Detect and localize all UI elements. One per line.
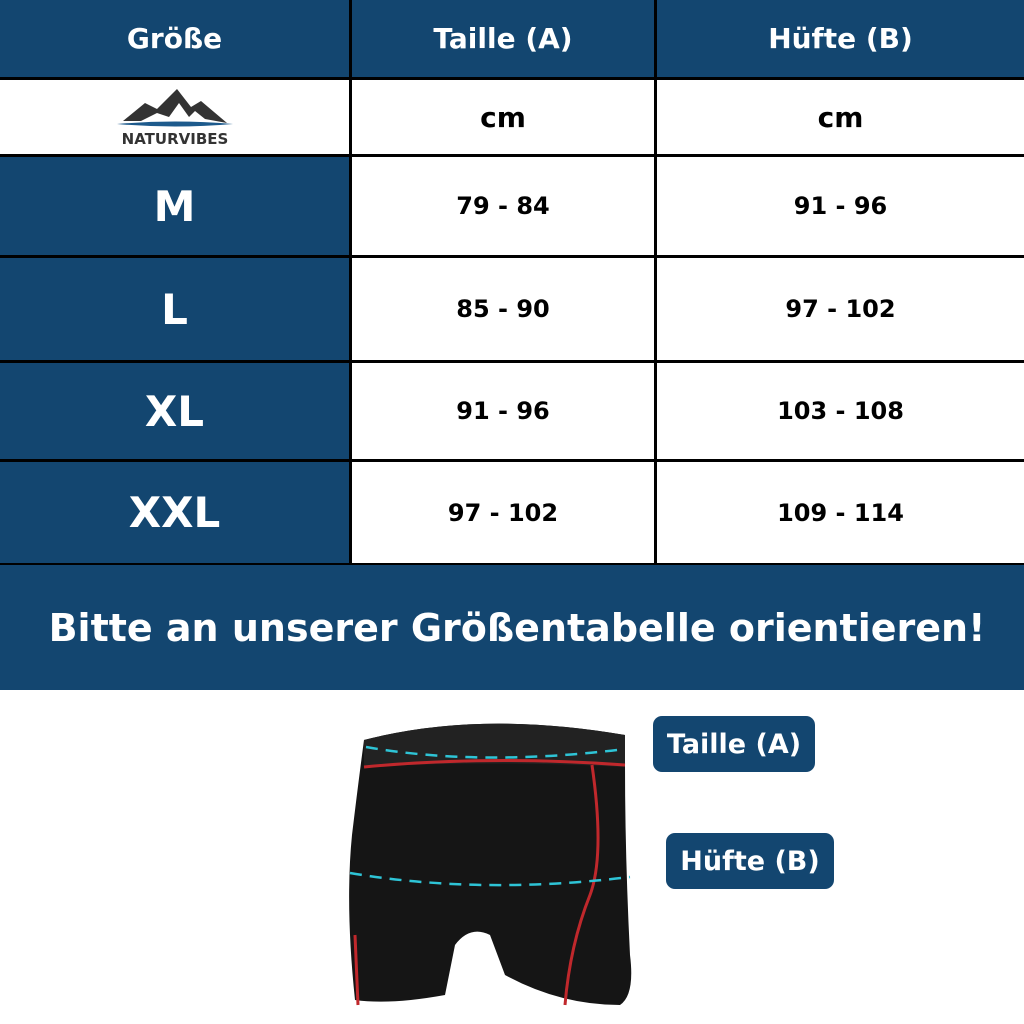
hip-label: Hüfte (B) bbox=[666, 833, 834, 889]
header-size: Größe bbox=[0, 0, 349, 77]
waist-m: 79 - 84 bbox=[352, 157, 654, 255]
hip-l: 97 - 102 bbox=[657, 258, 1024, 360]
waist-xl: 91 - 96 bbox=[352, 363, 654, 459]
waist-label: Taille (A) bbox=[653, 716, 815, 772]
shorts-image bbox=[349, 723, 632, 1006]
unit-hip: cm bbox=[657, 80, 1024, 154]
svg-text:NATURVIBES: NATURVIBES bbox=[121, 130, 228, 148]
waist-xxl: 97 - 102 bbox=[352, 462, 654, 563]
hip-m: 91 - 96 bbox=[657, 157, 1024, 255]
size-xxl: XXL bbox=[0, 462, 349, 563]
hip-xxl: 109 - 114 bbox=[657, 462, 1024, 563]
unit-waist: cm bbox=[352, 80, 654, 154]
size-m: M bbox=[0, 157, 349, 255]
size-xl: XL bbox=[0, 363, 349, 459]
header-waist: Taille (A) bbox=[352, 0, 654, 77]
hip-xl: 103 - 108 bbox=[657, 363, 1024, 459]
header-hip: Hüfte (B) bbox=[657, 0, 1024, 77]
size-l: L bbox=[0, 258, 349, 360]
orientation-banner: Bitte an unserer Größentabelle orientier… bbox=[0, 565, 1024, 690]
size-table: Größe Taille (A) Hüfte (B) NATURVIBES cm… bbox=[0, 0, 1024, 565]
waist-l: 85 - 90 bbox=[352, 258, 654, 360]
brand-logo: NATURVIBES bbox=[0, 80, 349, 154]
